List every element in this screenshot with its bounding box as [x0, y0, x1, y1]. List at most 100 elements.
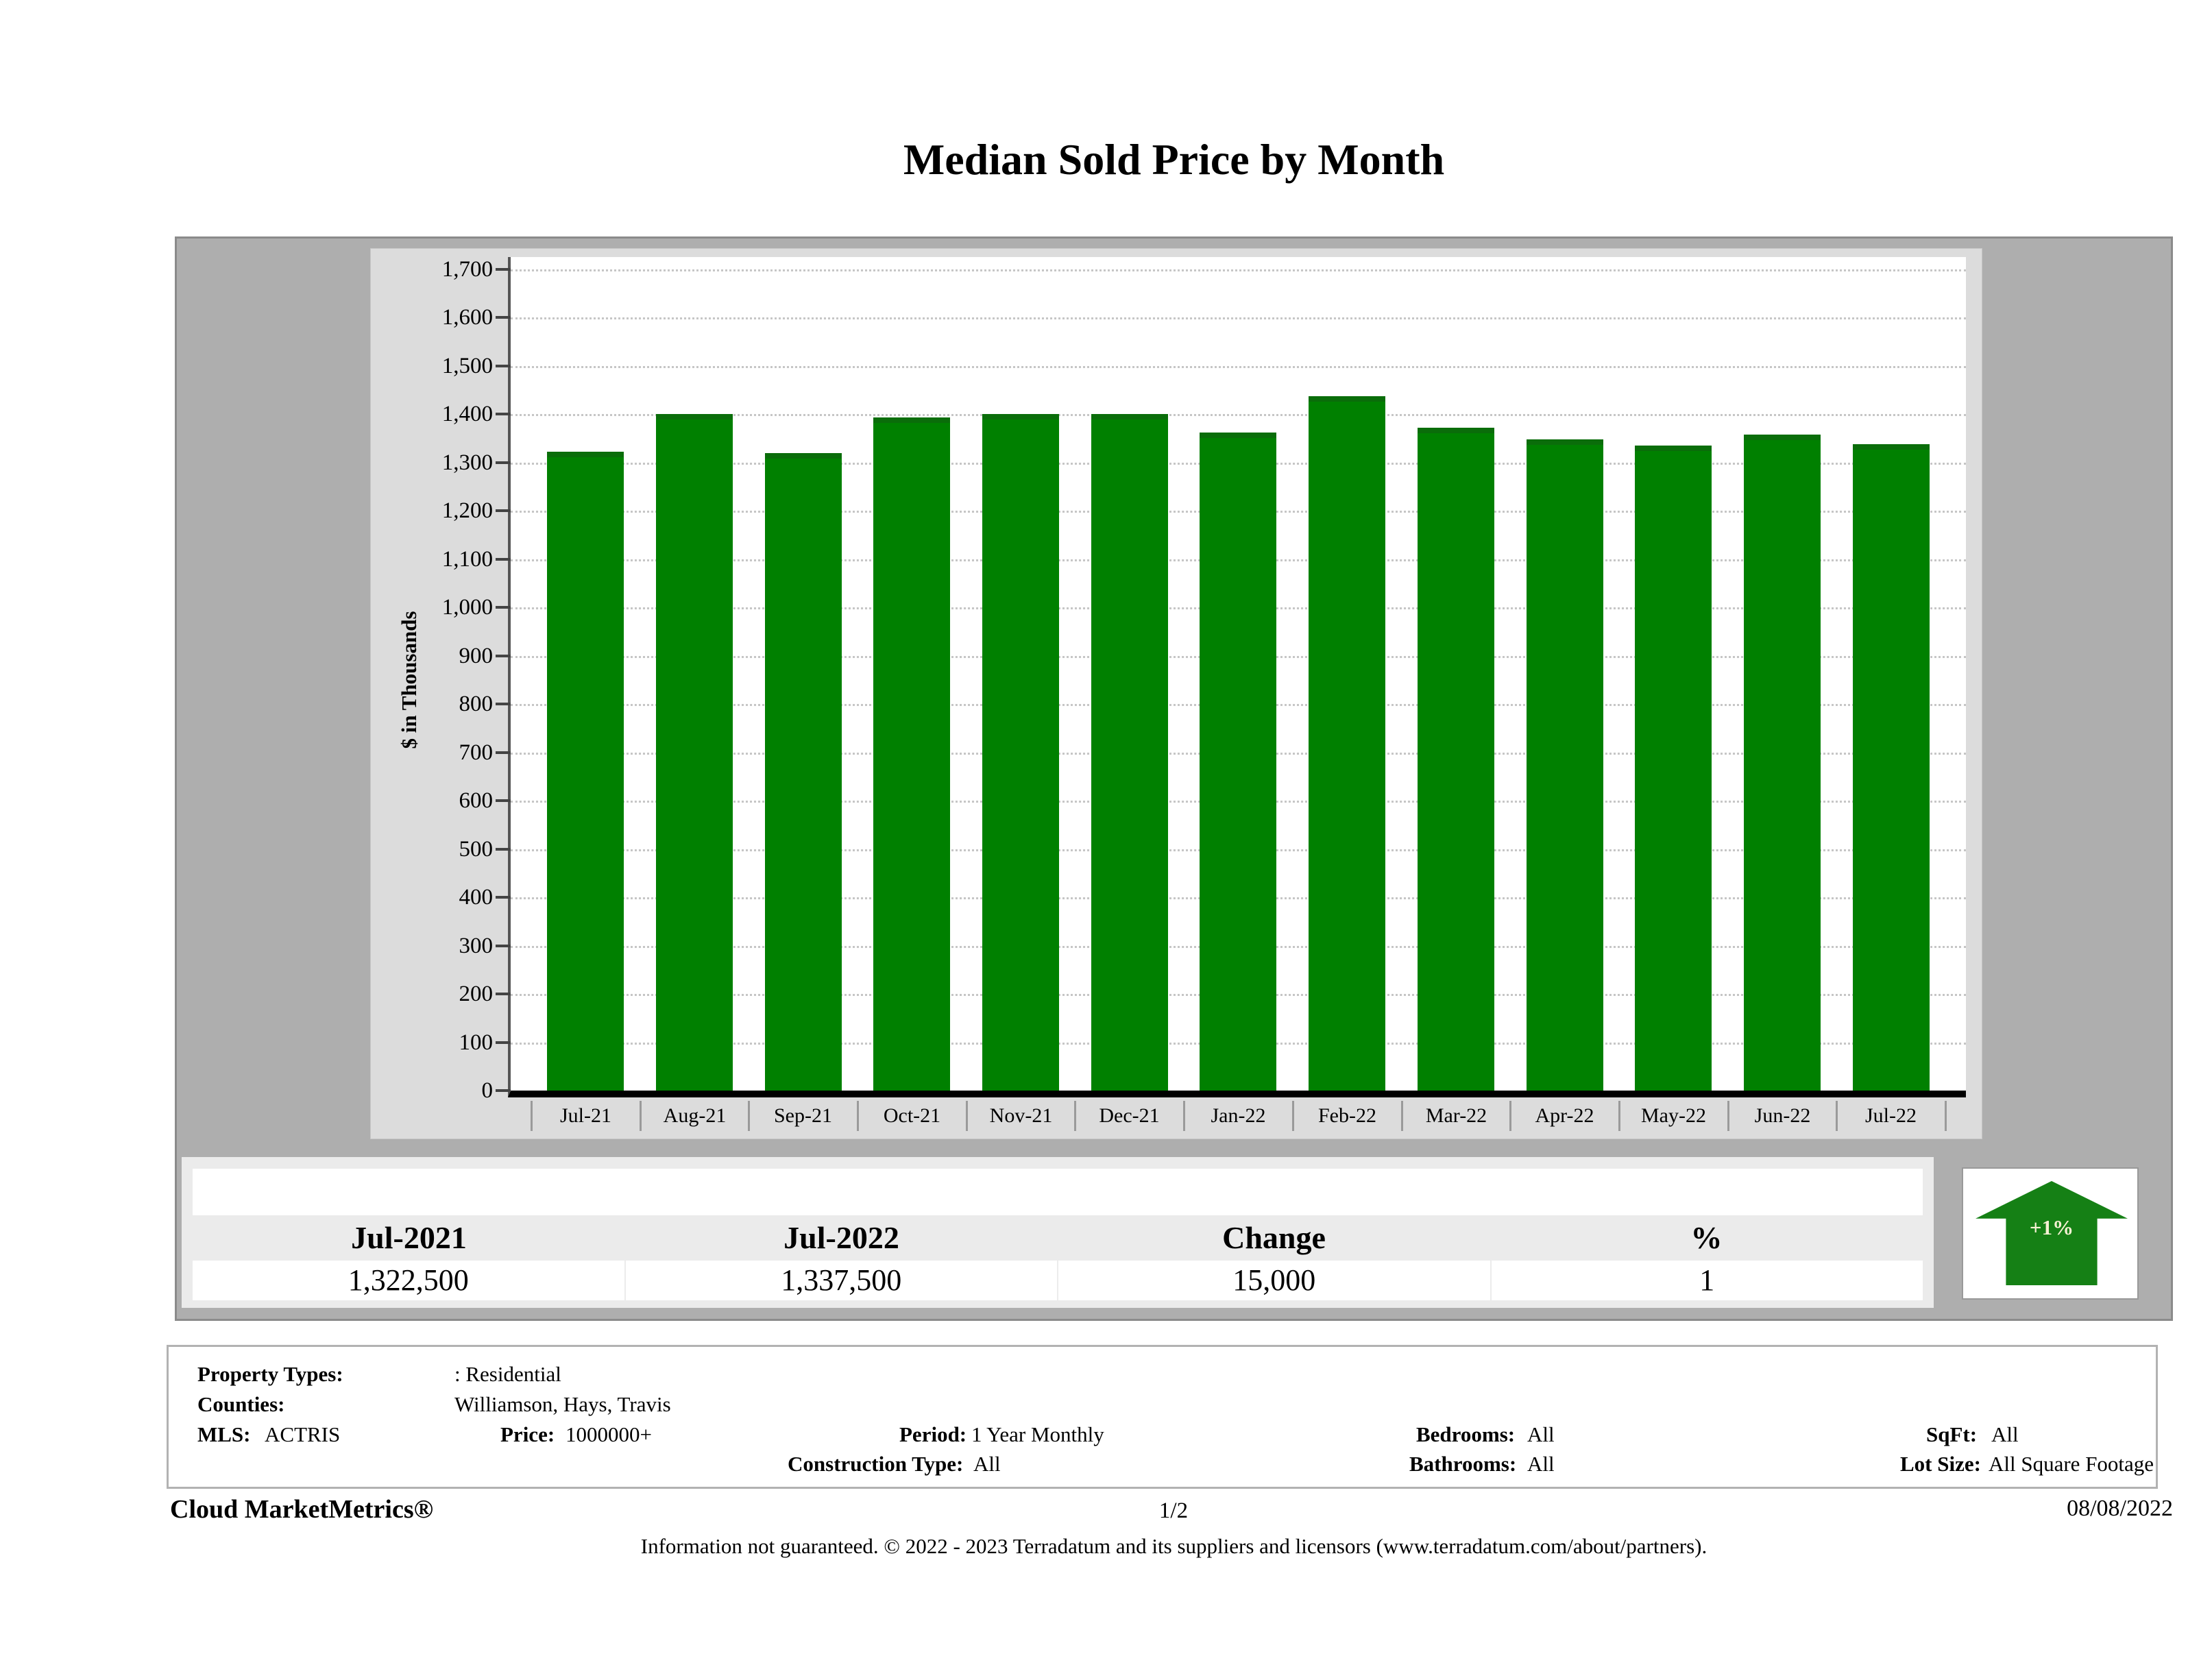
x-tick-separator — [1292, 1101, 1294, 1131]
bar-Jul-21 — [547, 452, 624, 1091]
x-tick-separator — [1618, 1101, 1620, 1131]
y-tick-mark — [496, 413, 511, 415]
y-tick-mark — [496, 1089, 511, 1092]
bar-Aug-21 — [656, 414, 733, 1091]
x-tick-separator — [1074, 1101, 1076, 1131]
x-tick-label: Feb-22 — [1318, 1104, 1376, 1127]
y-tick-mark — [496, 606, 511, 609]
period-label: Period: — [899, 1422, 967, 1446]
price-label: Price: — [500, 1422, 555, 1446]
y-tick-label: 1,000 — [441, 595, 493, 620]
y-tick-mark — [496, 896, 511, 899]
summary-value-row: 1,322,500 1,337,500 15,000 1 — [193, 1261, 1923, 1300]
x-tick-label: May-22 — [1641, 1104, 1706, 1127]
lot-size-label: Lot Size: — [1900, 1452, 1981, 1476]
bedrooms-value: All — [1527, 1422, 1555, 1446]
bar-Jun-22 — [1744, 435, 1821, 1091]
summary-header-cell: Jul-2021 — [351, 1220, 467, 1255]
y-tick-mark — [496, 268, 511, 271]
gridline-1500 — [511, 366, 1966, 368]
x-tick-separator — [1836, 1101, 1838, 1131]
trend-indicator: +1% — [1962, 1167, 2139, 1300]
counties-value: Williamson, Hays, Travis — [454, 1392, 671, 1416]
x-tick-label: Aug-21 — [663, 1104, 727, 1127]
gridline-1400 — [511, 414, 1966, 416]
x-tick-separator — [1945, 1101, 1947, 1131]
bedrooms-label: Bedrooms: — [1416, 1422, 1516, 1446]
summary-table: Jul-2021 Jul-2022 Change% 1,322,500 1,337,5… — [182, 1157, 1934, 1308]
summary-header-cell: Change — [1222, 1220, 1326, 1255]
y-tick-label: 500 — [459, 837, 494, 862]
x-tick-label: Sep-21 — [774, 1104, 832, 1127]
x-tick-separator — [966, 1101, 968, 1131]
y-tick-label: 1,100 — [441, 547, 493, 572]
page-title: Median Sold Price by Month — [903, 135, 1445, 184]
summary-value-cell: 1,322,500 — [348, 1263, 469, 1297]
summary-header-row: Jul-2021 Jul-2022 Change% — [193, 1215, 1923, 1261]
x-tick-label: Oct-21 — [883, 1104, 941, 1127]
y-tick-label: 300 — [459, 934, 494, 958]
x-tick-label: Jul-21 — [560, 1104, 611, 1127]
gridline-1700 — [511, 269, 1966, 271]
y-tick-mark — [496, 316, 511, 319]
bar-Apr-22 — [1527, 439, 1603, 1091]
y-tick-mark — [496, 703, 511, 705]
y-tick-label: 1,200 — [441, 498, 493, 523]
y-tick-label: 1,400 — [441, 402, 493, 426]
gridline-1600 — [511, 317, 1966, 319]
property-types-label: Property Types: — [197, 1362, 343, 1386]
construction-type-value: All — [973, 1452, 1001, 1476]
summary-value-cell: 1 — [1490, 1261, 1923, 1300]
bar-Jan-22 — [1200, 433, 1276, 1091]
mls-label: MLS: — [197, 1422, 251, 1446]
x-tick-label: Mar-22 — [1425, 1104, 1487, 1127]
y-tick-label: 1,300 — [441, 450, 493, 475]
report-date: 08/08/2022 — [2067, 1496, 2173, 1521]
bar-Oct-21 — [873, 417, 950, 1091]
x-tick-label: Jul-22 — [1865, 1104, 1917, 1127]
construction-type-label: Construction Type: — [788, 1452, 964, 1476]
bar-May-22 — [1635, 446, 1712, 1091]
y-tick-label: 0 — [481, 1078, 494, 1103]
bathrooms-label: Bathrooms: — [1409, 1452, 1517, 1476]
price-value: 1000000+ — [566, 1422, 652, 1446]
y-tick-mark — [496, 558, 511, 561]
brand-name: Cloud MarketMetrics® — [170, 1495, 434, 1524]
y-tick-mark — [496, 993, 511, 995]
summary-header-cell: Jul-2022 — [783, 1220, 899, 1255]
page-number: 1/2 — [1158, 1498, 1189, 1523]
counties-label: Counties: — [197, 1392, 285, 1416]
x-tick-separator — [857, 1101, 859, 1131]
y-tick-mark — [496, 848, 511, 851]
y-tick-label: 600 — [459, 788, 494, 813]
sqft-value: All — [1991, 1422, 2019, 1446]
summary-header-cell: % — [1690, 1220, 1723, 1255]
x-tick-separator — [748, 1101, 750, 1131]
x-tick-separator — [1727, 1101, 1729, 1131]
sqft-label: SqFt: — [1926, 1422, 1978, 1446]
bar-Feb-22 — [1309, 396, 1385, 1091]
period-value: 1 Year Monthly — [971, 1422, 1104, 1446]
y-tick-label: 800 — [459, 692, 494, 716]
plot-area — [508, 257, 1966, 1097]
y-tick-mark — [496, 509, 511, 512]
x-tick-label: Apr-22 — [1535, 1104, 1594, 1127]
lot-size-value: All Square Footage — [1989, 1452, 2154, 1476]
bar-Mar-22 — [1418, 428, 1494, 1091]
y-tick-label: 200 — [459, 982, 494, 1006]
y-tick-label: 100 — [459, 1030, 494, 1055]
summary-value-cell: 1,337,500 — [624, 1261, 1058, 1300]
x-tick-separator — [1509, 1101, 1511, 1131]
x-tick-separator — [531, 1101, 533, 1131]
x-tick-label: Dec-21 — [1099, 1104, 1160, 1127]
x-tick-label: Nov-21 — [989, 1104, 1053, 1127]
y-tick-label: 900 — [459, 644, 494, 668]
disclaimer: Information not guaranteed. © 2022 - 202… — [640, 1534, 1707, 1558]
y-tick-mark — [496, 461, 511, 464]
y-tick-mark — [496, 365, 511, 367]
y-tick-label: 1,600 — [441, 305, 493, 330]
summary-value-cell: 15,000 — [1057, 1261, 1490, 1300]
mls-value: ACTRIS — [265, 1422, 341, 1446]
x-tick-separator — [640, 1101, 642, 1131]
